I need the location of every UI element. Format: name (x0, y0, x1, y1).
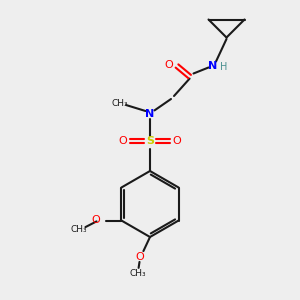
Text: CH₃: CH₃ (130, 268, 146, 278)
Text: CH₃: CH₃ (111, 99, 128, 108)
Text: CH₃: CH₃ (70, 225, 87, 234)
Text: O: O (118, 136, 127, 146)
Text: O: O (172, 136, 182, 146)
Text: S: S (146, 136, 154, 146)
Text: N: N (146, 109, 154, 119)
Text: N: N (208, 61, 217, 71)
Text: O: O (135, 251, 144, 262)
Text: O: O (164, 59, 173, 70)
Text: O: O (91, 215, 100, 225)
Text: H: H (220, 62, 227, 73)
